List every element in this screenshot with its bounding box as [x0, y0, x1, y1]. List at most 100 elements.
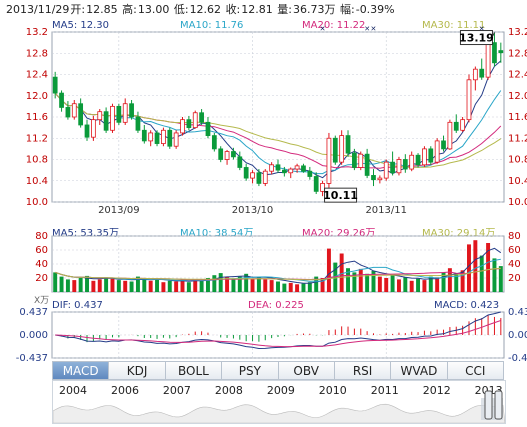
- info-open: 12.85: [86, 3, 118, 16]
- high-flag-pointer: [492, 32, 495, 37]
- volume-bar: [454, 273, 459, 292]
- candle-body: [396, 159, 402, 174]
- price-tick-left: 12.8: [26, 48, 48, 59]
- volume-bar: [371, 271, 376, 292]
- candle-body: [364, 153, 370, 176]
- volume-ma30-line: [55, 267, 501, 281]
- volume-bar: [441, 272, 446, 292]
- price-tick-left: 12.4: [26, 70, 48, 81]
- candle-body: [332, 137, 338, 163]
- candle-body: [262, 170, 268, 184]
- info-high: 13.00: [137, 3, 170, 16]
- volume-bar: [339, 253, 344, 292]
- price-tick-right: 12.0: [508, 91, 527, 102]
- volume-bar: [307, 282, 312, 292]
- volume-tick-left: 60: [35, 245, 48, 256]
- macd-dif-line: [55, 311, 501, 350]
- candle-body: [192, 112, 198, 129]
- high-flag-box: [459, 30, 493, 46]
- candle-body: [199, 112, 204, 123]
- macd-tick-left: 0.437: [19, 307, 48, 318]
- volume-bar: [59, 276, 64, 292]
- macd-legend: DIF: 0.437 DEA: 0.225 MACD: 0.423: [52, 300, 504, 312]
- volume-ma-lines: [55, 247, 502, 284]
- candle-body: [352, 152, 357, 168]
- price-tick-left: 13.2: [26, 27, 48, 38]
- volume-bar: [467, 244, 471, 292]
- candle-body: [313, 176, 319, 192]
- volume-bar: [416, 278, 421, 292]
- tab-wvad[interactable]: WVAD: [391, 361, 448, 380]
- candle-body: [269, 164, 275, 172]
- volume-ma10-line: [55, 258, 501, 282]
- navigator-right-handle[interactable]: [494, 390, 503, 420]
- volume-bar: [161, 282, 166, 292]
- volume-bar: [155, 279, 160, 292]
- price-tick-left: 11.2: [26, 133, 48, 144]
- tab-rsi[interactable]: RSI: [334, 361, 392, 380]
- candle-body: [135, 116, 141, 131]
- volume-bar: [460, 270, 465, 292]
- price-tick-left: 11.6: [26, 112, 48, 123]
- volume-bar: [492, 258, 497, 292]
- navigator-year-label: 2012: [422, 384, 451, 397]
- volume-bar: [142, 278, 147, 292]
- volume-bar: [320, 278, 325, 292]
- volume-bar: [199, 280, 204, 292]
- candle-body: [339, 135, 345, 163]
- volume-bar: [65, 279, 70, 292]
- volume-bar: [288, 282, 293, 292]
- price-tick-left: 10.8: [26, 155, 48, 166]
- volume-bar: [384, 278, 389, 292]
- candle-body: [358, 153, 364, 168]
- event-marker: ✕: [479, 25, 485, 33]
- candle-body: [371, 175, 376, 181]
- tab-obv[interactable]: OBV: [278, 361, 335, 380]
- candle-body: [345, 135, 351, 154]
- candle-body: [479, 68, 485, 78]
- candle-body: [415, 154, 421, 166]
- tab-macd[interactable]: MACD: [52, 361, 110, 380]
- volume-ma30-label: MA30: 29.14万: [422, 228, 496, 239]
- volume-bar: [276, 281, 280, 292]
- price-tick-right: 10.4: [508, 176, 527, 187]
- volume-ma-legend: MA5: 53.35万 MA10: 38.54万 MA20: 29.26万 MA…: [52, 224, 504, 239]
- candlestick-series: [52, 32, 504, 197]
- candle-body: [148, 132, 154, 142]
- volume-bar: [129, 281, 134, 292]
- candle-body: [275, 164, 281, 171]
- candle-body: [288, 168, 294, 174]
- candle-body: [231, 151, 236, 158]
- price-tick-right: 11.2: [508, 133, 527, 144]
- candle-body: [460, 119, 465, 131]
- candle-body: [161, 129, 166, 144]
- volume-tick-left: 80: [35, 231, 48, 242]
- volume-bar: [180, 279, 185, 292]
- navigator-year-label: 2010: [318, 384, 347, 397]
- tab-cci[interactable]: CCI: [447, 361, 504, 380]
- candle-body: [116, 105, 122, 123]
- range-navigator[interactable]: 200420062007200820092010201120122013: [52, 380, 506, 424]
- price-ma30-label: MA30: 11.11: [422, 20, 486, 31]
- candle-body: [492, 42, 497, 64]
- navigator-left-handle[interactable]: [484, 390, 493, 420]
- volume-bar: [498, 266, 503, 292]
- candle-body: [154, 132, 160, 144]
- tab-kdj[interactable]: KDJ: [109, 361, 166, 380]
- volume-bar: [295, 284, 300, 292]
- candle-body: [383, 161, 389, 179]
- info-volume: 36.73万: [293, 3, 336, 16]
- tab-psy[interactable]: PSY: [222, 361, 279, 380]
- volume-axis-labels: 20 20 40 40 60 60 80 80: [35, 231, 520, 284]
- candle-body: [110, 105, 115, 131]
- price-tick-right: 12.8: [508, 48, 527, 59]
- candle-body: [281, 169, 287, 174]
- macd-tick-right: 0.000: [508, 330, 527, 341]
- volume-bar: [447, 268, 452, 292]
- volume-bar: [72, 280, 77, 292]
- low-flag-box: [324, 187, 358, 203]
- volume-bar: [237, 276, 242, 292]
- candle-body: [103, 111, 109, 131]
- tab-boll[interactable]: BOLL: [165, 361, 223, 380]
